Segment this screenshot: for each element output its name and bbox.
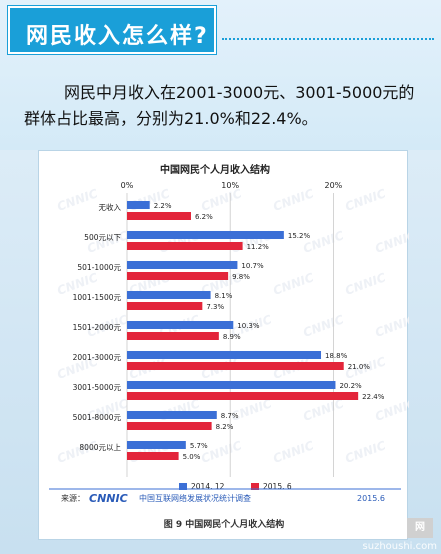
bar-2014 <box>127 441 186 449</box>
bar-2014 <box>127 351 322 359</box>
bar-2014 <box>127 201 150 209</box>
bar-value-label: 20.2% <box>339 382 362 390</box>
y-category-label: 8000元以上 <box>79 443 121 452</box>
chart-watermark: CNNIC <box>55 186 100 214</box>
bar-2014 <box>127 291 211 299</box>
chart-watermark: CNNIC <box>343 438 388 466</box>
x-tick-label: 10% <box>221 181 239 190</box>
chart-watermark: CNNIC <box>373 312 409 340</box>
chart-legend: 2014. 12 2015. 6 <box>179 482 292 491</box>
bar-2015 <box>127 452 179 460</box>
bar-2014 <box>127 381 336 389</box>
chart-watermark: CNNIC <box>373 228 409 256</box>
bar-value-label: 21.0% <box>348 363 371 371</box>
bar-2015 <box>127 242 243 250</box>
chart-value-labels: 2.2% 6.2% 15.2% 11.2% 10.7% 9.8% 8.1% 7.3% 10.3%… <box>154 202 385 461</box>
title-box: 网民收入怎么样? <box>8 6 216 54</box>
y-category-label: 500元以下 <box>84 233 121 242</box>
y-category-label: 501-1000元 <box>77 263 121 272</box>
chart-watermark: CNNIC <box>343 186 388 214</box>
y-category-label: 1001-1500元 <box>73 293 122 302</box>
bar-value-label: 2.2% <box>154 202 172 210</box>
page-title: 网民收入怎么样? <box>26 24 209 49</box>
chart-watermark: CNNIC <box>199 186 244 214</box>
bar-value-label: 7.3% <box>206 303 224 311</box>
source-label: 来源： <box>61 494 85 503</box>
bar-2014 <box>127 321 234 329</box>
bar-value-label: 8.7% <box>221 412 239 420</box>
chart-watermark: CNNIC <box>301 396 346 424</box>
chart-watermark: CNNIC <box>271 270 316 298</box>
chart-categories: 无收入 500元以下 501-1000元 1001-1500元 1501-2000元 20… <box>73 202 122 452</box>
bar-2015 <box>127 362 344 370</box>
y-category-label: 1501-2000元 <box>73 323 122 332</box>
y-category-label: 2001-3000元 <box>73 353 122 362</box>
bar-2015 <box>127 392 359 400</box>
legend-label: 2014. 12 <box>191 482 225 491</box>
x-tick-label: 20% <box>325 181 343 190</box>
bar-value-label: 10.7% <box>241 262 264 270</box>
chart-ticks: 0% 10% 20% <box>121 181 343 190</box>
y-category-label: 5001-8000元 <box>73 413 122 422</box>
bar-value-label: 5.7% <box>190 442 208 450</box>
chart-watermark: CNNIC <box>271 438 316 466</box>
chart-panel: 中国网民个人月收入结构 CNNIC CNNIC CNNIC CNNIC CNNIC CNN… <box>38 150 418 540</box>
cnnic-logo: CNNIC <box>89 492 128 505</box>
income-chart: 中国网民个人月收入结构 CNNIC CNNIC CNNIC CNNIC CNNIC CNN… <box>49 163 418 530</box>
chart-watermark: CNNIC <box>157 396 202 424</box>
bar-2015 <box>127 212 191 220</box>
bar-value-label: 18.8% <box>325 352 348 360</box>
legend-label: 2015. 6 <box>263 482 292 491</box>
source-date: 2015.6 <box>357 494 385 503</box>
bar-value-label: 15.2% <box>288 232 311 240</box>
legend-swatch <box>179 483 187 490</box>
bar-value-label: 9.8% <box>232 273 250 281</box>
watermark-logo: 网 <box>407 518 433 538</box>
bar-2015 <box>127 302 203 310</box>
bar-2014 <box>127 261 238 269</box>
watermark-text: suzhoushi.com <box>362 541 437 552</box>
bar-value-label: 22.4% <box>362 393 385 401</box>
y-category-label: 3001-5000元 <box>73 383 122 392</box>
bar-2015 <box>127 422 212 430</box>
chart-watermark: CNNIC <box>271 186 316 214</box>
title-divider <box>222 38 434 40</box>
chart-caption: 图 9 中国网民个人月收入结构 <box>164 518 285 530</box>
chart-watermark: CNNIC <box>343 270 388 298</box>
bar-value-label: 8.9% <box>223 333 241 341</box>
source-org: 中国互联网络发展状况统计调查 <box>139 493 251 503</box>
chart-watermark: CNNIC <box>301 312 346 340</box>
legend-swatch <box>251 483 259 490</box>
summary-text: 网民中月收入在2001-3000元、3001-5000元的群体占比最高，分别为2… <box>24 83 415 128</box>
bar-value-label: 10.3% <box>237 322 260 330</box>
bar-2015 <box>127 272 229 280</box>
bar-value-label: 8.2% <box>216 423 234 431</box>
bar-value-label: 5.0% <box>183 453 201 461</box>
bar-value-label: 11.2% <box>247 243 270 251</box>
bar-2015 <box>127 332 219 340</box>
bar-2014 <box>127 411 217 419</box>
chart-bars <box>127 201 359 460</box>
bar-value-label: 6.2% <box>195 213 213 221</box>
x-tick-label: 0% <box>121 181 134 190</box>
bar-2014 <box>127 231 284 239</box>
bar-value-label: 8.1% <box>215 292 233 300</box>
chart-title: 中国网民个人月收入结构 <box>160 163 270 176</box>
y-category-label: 无收入 <box>99 202 122 212</box>
